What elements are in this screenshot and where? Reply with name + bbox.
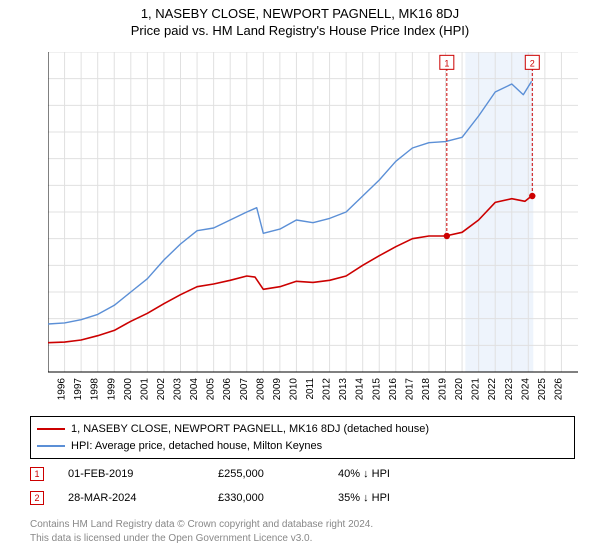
sales-row: 2 28-MAR-2024 £330,000 35% ↓ HPI (30, 486, 575, 510)
sale-pct-vs-hpi: 35% ↓ HPI (338, 492, 458, 504)
sale-marker-1: 1 (30, 467, 44, 481)
svg-text:2017: 2017 (404, 378, 415, 401)
chart-subtitle: Price paid vs. HM Land Registry's House … (0, 23, 600, 38)
sale-date: 01-FEB-2019 (68, 468, 218, 480)
svg-text:2020: 2020 (454, 378, 465, 401)
svg-text:2007: 2007 (239, 378, 250, 401)
svg-text:2016: 2016 (388, 378, 399, 401)
legend-item-hpi: HPI: Average price, detached house, Milt… (37, 438, 568, 455)
svg-text:2021: 2021 (471, 378, 482, 401)
svg-text:2000: 2000 (123, 378, 134, 401)
svg-text:2019: 2019 (438, 378, 449, 401)
svg-text:2011: 2011 (305, 378, 316, 400)
svg-text:2008: 2008 (255, 378, 266, 401)
svg-text:1999: 1999 (106, 378, 117, 401)
sale-marker-2: 2 (30, 491, 44, 505)
svg-text:2004: 2004 (189, 378, 200, 401)
chart-container: 1, NASEBY CLOSE, NEWPORT PAGNELL, MK16 8… (0, 0, 600, 560)
sale-price: £330,000 (218, 492, 338, 504)
license-text: Contains HM Land Registry data © Crown c… (30, 518, 575, 545)
sale-price: £255,000 (218, 468, 338, 480)
legend-label-price-paid: 1, NASEBY CLOSE, NEWPORT PAGNELL, MK16 8… (71, 421, 429, 438)
svg-text:2018: 2018 (421, 378, 432, 401)
chart-title-address: 1, NASEBY CLOSE, NEWPORT PAGNELL, MK16 8… (0, 6, 600, 21)
chart-svg: £0£50K£100K£150K£200K£250K£300K£350K£400… (48, 52, 578, 402)
svg-text:2015: 2015 (371, 378, 382, 401)
title-block: 1, NASEBY CLOSE, NEWPORT PAGNELL, MK16 8… (0, 0, 600, 40)
sales-row: 1 01-FEB-2019 £255,000 40% ↓ HPI (30, 462, 575, 486)
svg-text:2: 2 (530, 58, 535, 68)
sale-pct-vs-hpi: 40% ↓ HPI (338, 468, 458, 480)
license-line-1: Contains HM Land Registry data © Crown c… (30, 518, 575, 532)
svg-text:2026: 2026 (553, 378, 564, 401)
svg-text:1996: 1996 (57, 378, 68, 401)
sale-date: 28-MAR-2024 (68, 492, 218, 504)
svg-text:2001: 2001 (139, 378, 150, 401)
svg-text:1997: 1997 (73, 378, 84, 401)
legend-swatch-price-paid (37, 428, 65, 430)
sales-table: 1 01-FEB-2019 £255,000 40% ↓ HPI 2 28-MA… (30, 462, 575, 510)
svg-text:2003: 2003 (173, 378, 184, 401)
svg-text:1998: 1998 (90, 378, 101, 401)
legend-label-hpi: HPI: Average price, detached house, Milt… (71, 438, 322, 455)
svg-text:2006: 2006 (222, 378, 233, 401)
svg-text:2005: 2005 (206, 378, 217, 401)
svg-text:2013: 2013 (338, 378, 349, 401)
svg-text:2002: 2002 (156, 378, 167, 401)
legend-swatch-hpi (37, 445, 65, 447)
svg-text:2014: 2014 (355, 378, 366, 401)
svg-text:2023: 2023 (504, 378, 515, 401)
svg-text:2024: 2024 (520, 378, 531, 401)
svg-text:1995: 1995 (48, 378, 51, 401)
svg-text:2012: 2012 (322, 378, 333, 401)
legend: 1, NASEBY CLOSE, NEWPORT PAGNELL, MK16 8… (30, 416, 575, 459)
legend-item-price-paid: 1, NASEBY CLOSE, NEWPORT PAGNELL, MK16 8… (37, 421, 568, 438)
svg-text:2022: 2022 (487, 378, 498, 401)
svg-text:1: 1 (444, 58, 449, 68)
svg-text:2010: 2010 (288, 378, 299, 401)
svg-text:2009: 2009 (272, 378, 283, 401)
license-line-2: This data is licensed under the Open Gov… (30, 532, 575, 546)
chart-plot-area: £0£50K£100K£150K£200K£250K£300K£350K£400… (48, 52, 578, 402)
svg-text:2025: 2025 (537, 378, 548, 401)
